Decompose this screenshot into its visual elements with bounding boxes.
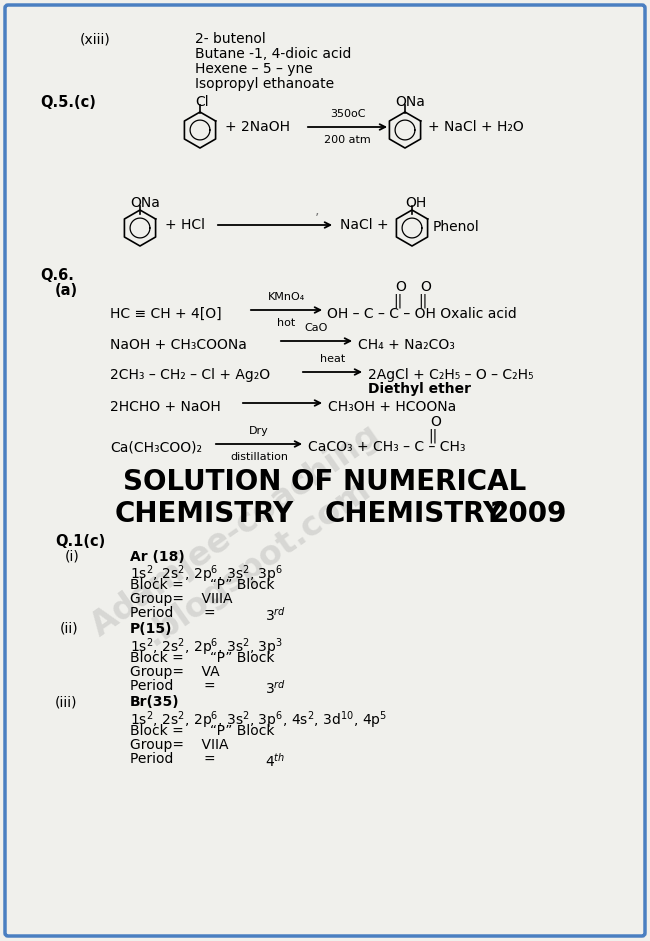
Text: Dry: Dry: [249, 426, 269, 436]
Text: Block =      “P” Block: Block = “P” Block: [130, 578, 274, 592]
Text: Butane -1, 4-dioic acid: Butane -1, 4-dioic acid: [195, 47, 352, 61]
Text: 4$^{th}$: 4$^{th}$: [265, 752, 285, 770]
Text: 350oC: 350oC: [330, 109, 365, 119]
Text: Period       =: Period =: [130, 606, 216, 620]
Text: hot: hot: [278, 318, 296, 328]
Text: (iii): (iii): [55, 695, 77, 709]
Text: (xiii): (xiii): [80, 32, 111, 46]
FancyBboxPatch shape: [5, 5, 645, 936]
Text: CHEMISTRY: CHEMISTRY: [115, 500, 294, 528]
Text: Hexene – 5 – yne: Hexene – 5 – yne: [195, 62, 313, 76]
Text: P(15): P(15): [130, 622, 172, 636]
Text: ||: ||: [418, 293, 427, 308]
Text: (i): (i): [65, 550, 80, 564]
Text: Group=    VIIA: Group= VIIA: [130, 738, 229, 752]
Text: 3$^{rd}$: 3$^{rd}$: [265, 679, 286, 697]
Text: 1s$^2$, 2s$^2$, 2p$^6$, 3s$^2$, 3p$^6$, 4s$^2$, 3d$^{10}$, 4p$^5$: 1s$^2$, 2s$^2$, 2p$^6$, 3s$^2$, 3p$^6$, …: [130, 709, 387, 730]
Text: 2CH₃ – CH₂ – Cl + Ag₂O: 2CH₃ – CH₂ – Cl + Ag₂O: [110, 368, 270, 382]
Text: NaOH + CH₃COONa: NaOH + CH₃COONa: [110, 338, 247, 352]
Text: CH₄ + Na₂CO₃: CH₄ + Na₂CO₃: [358, 338, 455, 352]
Text: 2AgCl + C₂H₅ – O – C₂H₅: 2AgCl + C₂H₅ – O – C₂H₅: [368, 368, 534, 382]
Text: HC ≡ CH + 4[O]: HC ≡ CH + 4[O]: [110, 307, 222, 321]
Text: ||: ||: [428, 428, 437, 442]
Text: ONa: ONa: [395, 95, 425, 109]
Text: SOLUTION OF NUMERICAL: SOLUTION OF NUMERICAL: [124, 468, 526, 496]
Text: CaCO₃ + CH₃ – C – CH₃: CaCO₃ + CH₃ – C – CH₃: [308, 440, 465, 454]
Text: Isopropyl ethanoate: Isopropyl ethanoate: [195, 77, 334, 91]
Text: Block =      “P” Block: Block = “P” Block: [130, 651, 274, 665]
Text: CaO: CaO: [305, 323, 328, 333]
Text: + HCl: + HCl: [165, 218, 205, 232]
Text: OH: OH: [405, 196, 426, 210]
Text: NaCl +: NaCl +: [340, 218, 389, 232]
Text: + 2NaOH: + 2NaOH: [225, 120, 290, 134]
Text: O: O: [430, 415, 441, 429]
Text: 3$^{rd}$: 3$^{rd}$: [265, 606, 286, 624]
Text: ʼ: ʼ: [315, 212, 319, 226]
Text: 1s$^2$, 2s$^2$, 2p$^6$, 3s$^2$, 3p$^3$: 1s$^2$, 2s$^2$, 2p$^6$, 3s$^2$, 3p$^3$: [130, 636, 283, 658]
Text: Q.6.: Q.6.: [40, 268, 74, 283]
Text: Period       =: Period =: [130, 752, 216, 766]
Text: Br(35): Br(35): [130, 695, 179, 709]
Text: heat: heat: [320, 354, 345, 364]
Text: O: O: [395, 280, 406, 294]
Text: ONa: ONa: [130, 196, 160, 210]
Text: Block =      “P” Block: Block = “P” Block: [130, 724, 274, 738]
Text: 2HCHO + NaOH: 2HCHO + NaOH: [110, 400, 221, 414]
Text: 2- butenol: 2- butenol: [195, 32, 266, 46]
Text: + NaCl + H₂O: + NaCl + H₂O: [428, 120, 524, 134]
Text: 200 atm: 200 atm: [324, 135, 371, 145]
Text: 2009: 2009: [490, 500, 567, 528]
Text: (a): (a): [55, 283, 78, 298]
Text: Group=    VIIIA: Group= VIIIA: [130, 592, 233, 606]
Text: O: O: [420, 280, 431, 294]
Text: OH – C – C – OH Oxalic acid: OH – C – C – OH Oxalic acid: [327, 307, 517, 321]
Text: Group=    VA: Group= VA: [130, 665, 220, 679]
Text: Phenol: Phenol: [433, 220, 480, 234]
Text: distillation: distillation: [230, 452, 288, 462]
Text: ||: ||: [393, 293, 402, 308]
Text: Ar (18): Ar (18): [130, 550, 185, 564]
Text: Cl: Cl: [195, 95, 209, 109]
Text: 1s$^2$, 2s$^2$, 2p$^6$, 3s$^2$, 3p$^6$: 1s$^2$, 2s$^2$, 2p$^6$, 3s$^2$, 3p$^6$: [130, 563, 283, 584]
Text: Q.1(c): Q.1(c): [55, 534, 105, 549]
Text: Q.5.(c): Q.5.(c): [40, 95, 96, 110]
Text: Period       =: Period =: [130, 679, 216, 693]
Text: (ii): (ii): [60, 622, 79, 636]
Text: Diethyl ether: Diethyl ether: [368, 382, 471, 396]
Text: CH₃OH + HCOONa: CH₃OH + HCOONa: [328, 400, 456, 414]
Text: Adamjee-coaching
.blogspot.com: Adamjee-coaching .blogspot.com: [85, 418, 409, 674]
Text: KMnO₄: KMnO₄: [268, 292, 305, 302]
Text: CHEMISTRY: CHEMISTRY: [325, 500, 504, 528]
Text: Ca(CH₃COO)₂: Ca(CH₃COO)₂: [110, 440, 202, 454]
